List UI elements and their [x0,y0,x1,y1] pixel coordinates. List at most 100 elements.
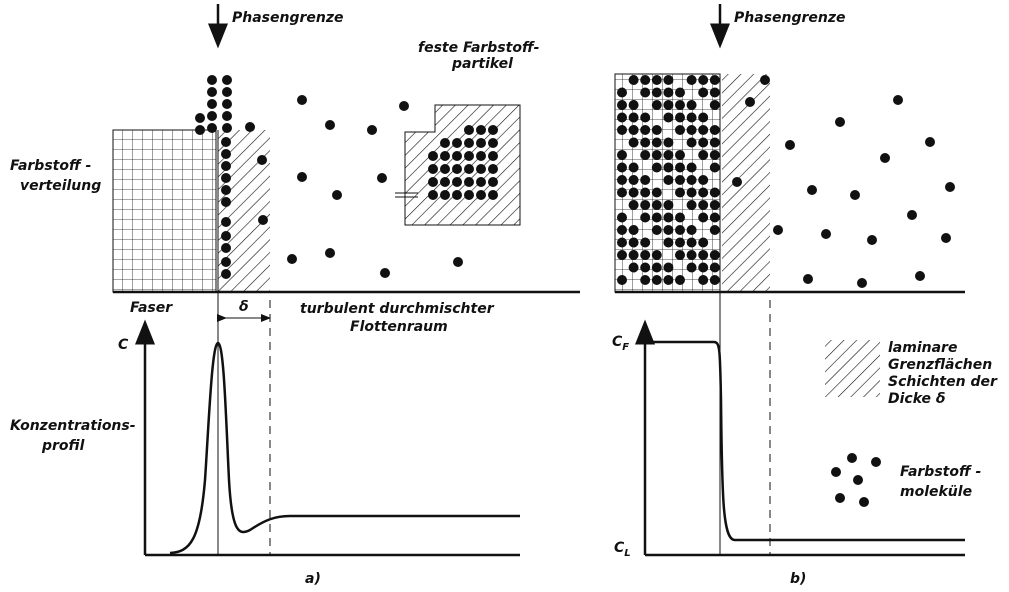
dye-dot [452,138,462,148]
dye-dot [640,200,650,210]
profile-curve [170,343,520,553]
dye-dot [785,140,795,150]
dye-dot [675,225,685,235]
dye-dot [207,111,217,121]
dye-dot [698,213,708,223]
legend-label: Grenzflächen [888,357,992,373]
dye-dot [207,87,217,97]
dye-dot [257,155,267,165]
dye-dot [617,100,627,110]
dye-dot [687,113,697,123]
dye-dot [617,113,627,123]
dye-dot [464,125,474,135]
dye-dot [652,100,662,110]
dye-dot [835,117,845,127]
dye-dot [221,231,231,241]
dye-dot [687,188,697,198]
dye-dot [629,263,639,273]
dye-dot [907,210,917,220]
dye-dot [617,175,627,185]
dye-dot [640,150,650,160]
dye-dot [380,268,390,278]
dye-dot [687,200,697,210]
dye-dot [207,99,217,109]
dye-dot [440,164,450,174]
dye-dot [617,150,627,160]
dye-dot [399,101,409,111]
dye-dot [698,175,708,185]
dye-dot [663,213,673,223]
dye-dot [663,163,673,173]
dye-dot [617,213,627,223]
dye-dot [476,138,486,148]
dye-dot [710,88,720,98]
dye-dot [663,263,673,273]
dye-dot [464,138,474,148]
dye-dot [640,275,650,285]
dye-dot [617,163,627,173]
side-label: verteilung [20,178,101,194]
dye-dot [871,457,881,467]
dye-dot [880,153,890,163]
dye-dot [476,125,486,135]
dye-dot [652,225,662,235]
phase-label: Phasengrenze [734,10,846,26]
axis-sub: F [622,342,629,353]
dye-dot [710,225,720,235]
dye-dot [687,225,697,235]
diagram: Phasengrenze feste Farbstoff- partikel F… [0,0,1009,592]
dye-dot [640,263,650,273]
dye-dot [629,113,639,123]
dye-dot [663,75,673,85]
dye-dot [663,200,673,210]
dye-dot [652,200,662,210]
dye-dot [698,263,708,273]
dye-dot [640,138,650,148]
legend-label: Farbstoff - [900,464,982,480]
dye-dot [850,190,860,200]
dye-dot [629,125,639,135]
axis-label: CF [612,334,629,353]
fiber-grid [113,130,216,292]
axis-label: C [118,337,129,353]
dye-dot [464,177,474,187]
dye-dot [857,278,867,288]
dye-dot [807,185,817,195]
dye-dot [652,163,662,173]
dye-dot [652,188,662,198]
dye-dot [488,151,498,161]
dye-dot [663,275,673,285]
dye-dot [652,263,662,273]
dye-dot [629,200,639,210]
dye-dot [941,233,951,243]
dye-dot [867,235,877,245]
dye-dot [221,185,231,195]
dye-dot [710,275,720,285]
dye-dot [629,225,639,235]
dye-dot [710,100,720,110]
dye-dot [710,250,720,260]
dye-dot [222,87,232,97]
dye-dot [640,238,650,248]
side-label: Konzentrations- [10,418,136,434]
legend-hatch [825,340,880,397]
dye-dot [663,100,673,110]
dye-dot [245,122,255,132]
dye-dot [663,238,673,248]
dye-dot [687,175,697,185]
dye-dot [687,100,697,110]
dye-dot [821,229,831,239]
dye-dot [464,190,474,200]
dye-dot [440,177,450,187]
particle-box [405,105,520,225]
dye-dot [698,75,708,85]
dye-dot [617,250,627,260]
dye-dot [687,125,697,135]
dye-dot [640,125,650,135]
legend-label: moleküle [900,484,972,500]
legend-label: Schichten der [888,374,998,390]
dye-dot [710,138,720,148]
dye-dot [221,197,231,207]
dye-dot [698,113,708,123]
dye-dot [221,149,231,159]
